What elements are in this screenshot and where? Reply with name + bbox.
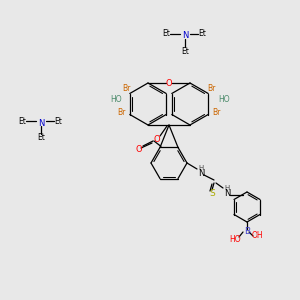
Text: N: N bbox=[38, 118, 44, 127]
Text: O: O bbox=[166, 79, 172, 88]
Text: Br: Br bbox=[123, 84, 131, 93]
Text: S: S bbox=[209, 188, 215, 197]
Text: HO: HO bbox=[218, 95, 230, 104]
Text: N: N bbox=[224, 188, 230, 197]
Text: Et: Et bbox=[198, 29, 206, 38]
Text: Et: Et bbox=[18, 116, 26, 125]
Text: Et: Et bbox=[37, 134, 45, 142]
Text: Et: Et bbox=[181, 46, 189, 56]
Text: N: N bbox=[182, 32, 188, 40]
Text: O: O bbox=[136, 145, 142, 154]
Text: H: H bbox=[224, 185, 230, 191]
Text: Et: Et bbox=[162, 29, 170, 38]
Text: H: H bbox=[198, 165, 204, 171]
Text: Et: Et bbox=[54, 116, 62, 125]
Text: N: N bbox=[198, 169, 204, 178]
Text: Br: Br bbox=[212, 108, 220, 117]
Text: OH: OH bbox=[251, 232, 263, 241]
Text: Br: Br bbox=[207, 84, 215, 93]
Text: HO: HO bbox=[229, 235, 241, 244]
Text: B: B bbox=[244, 226, 250, 236]
Text: O: O bbox=[154, 134, 160, 143]
Text: Br: Br bbox=[118, 108, 126, 117]
Text: HO: HO bbox=[110, 95, 122, 104]
